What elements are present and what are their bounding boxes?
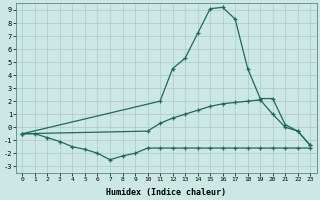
X-axis label: Humidex (Indice chaleur): Humidex (Indice chaleur) [106,188,226,197]
